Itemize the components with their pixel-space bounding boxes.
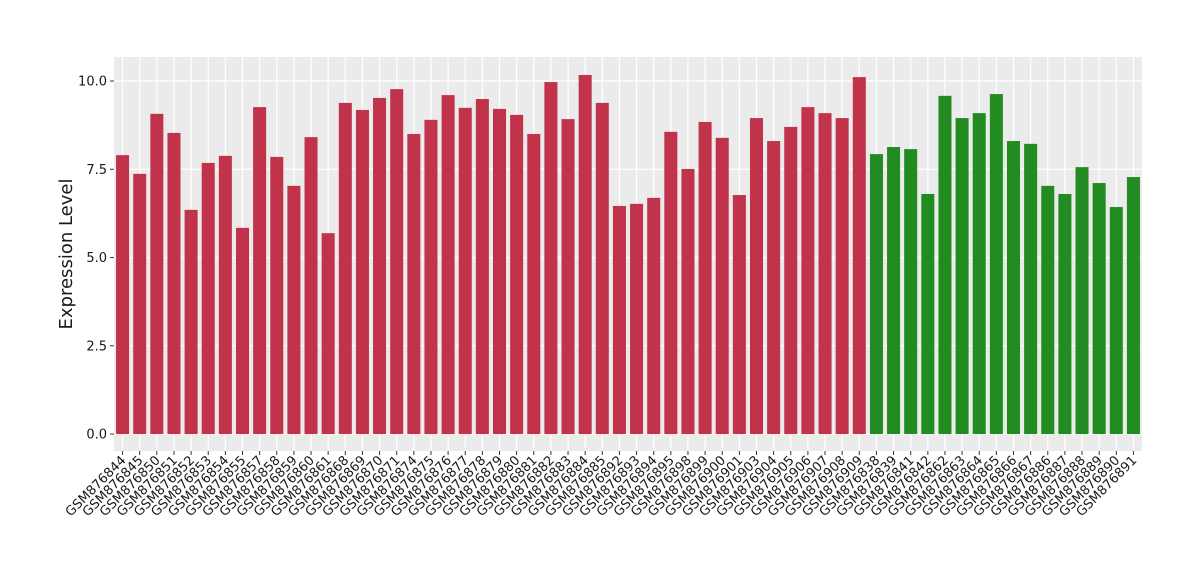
bar: [355, 109, 369, 435]
bar: [852, 77, 866, 435]
bar: [1126, 177, 1140, 435]
bar: [235, 227, 250, 435]
bar: [1041, 185, 1055, 435]
bar: [304, 137, 318, 435]
bar: [767, 141, 781, 435]
bar: [527, 133, 541, 435]
bar: [972, 113, 986, 435]
bar: [167, 132, 181, 435]
bar: [578, 75, 592, 435]
bar: [475, 99, 489, 435]
bar: [955, 118, 969, 435]
bar: [287, 185, 301, 435]
bar: [647, 197, 661, 435]
bar: [681, 168, 695, 435]
bar: [458, 107, 472, 435]
bar: [492, 108, 507, 435]
bar: [373, 97, 387, 435]
bar: [989, 94, 1003, 435]
bar: [904, 149, 918, 435]
bar: [612, 205, 626, 435]
bar: [1058, 193, 1072, 435]
bar: [921, 193, 935, 435]
bar: [595, 102, 609, 435]
bar: [1006, 141, 1021, 435]
bar: [407, 133, 421, 435]
bar: [133, 173, 147, 435]
y-tick-label: 7.5: [86, 163, 107, 178]
y-tick-label: 0.0: [86, 428, 107, 443]
bar: [835, 118, 849, 435]
bar: [938, 95, 952, 435]
bar: [715, 137, 729, 435]
bar: [1109, 207, 1123, 435]
bar: [441, 95, 455, 435]
bar: [732, 195, 746, 435]
bar: [544, 82, 558, 435]
bar: [698, 121, 712, 435]
bar: [630, 203, 644, 435]
bar: [338, 102, 352, 435]
bar: [390, 89, 404, 435]
bar: [1075, 167, 1089, 435]
bar: [784, 126, 798, 435]
bar: [424, 119, 438, 435]
bar: [664, 131, 678, 435]
bar: [184, 209, 198, 435]
bar: [801, 107, 815, 435]
plot-panel: [114, 57, 1142, 451]
y-tick-label: 5.0: [86, 251, 107, 266]
bar: [116, 155, 130, 435]
y-tick-label: 10.0: [78, 75, 107, 90]
bar: [270, 156, 284, 435]
bar: [818, 113, 832, 435]
bar: [321, 233, 335, 435]
bar: [1024, 143, 1038, 435]
y-axis-label: Expression Level: [56, 179, 77, 330]
bar: [150, 113, 164, 435]
bar: [1092, 183, 1106, 435]
bar: [869, 154, 883, 435]
bar: [749, 118, 764, 435]
bar: [218, 155, 232, 435]
bar: [201, 162, 215, 435]
bar: [887, 147, 901, 435]
bar: [253, 107, 267, 435]
y-tick-label: 2.5: [86, 339, 107, 354]
bar: [561, 119, 575, 435]
bar: [510, 114, 524, 435]
